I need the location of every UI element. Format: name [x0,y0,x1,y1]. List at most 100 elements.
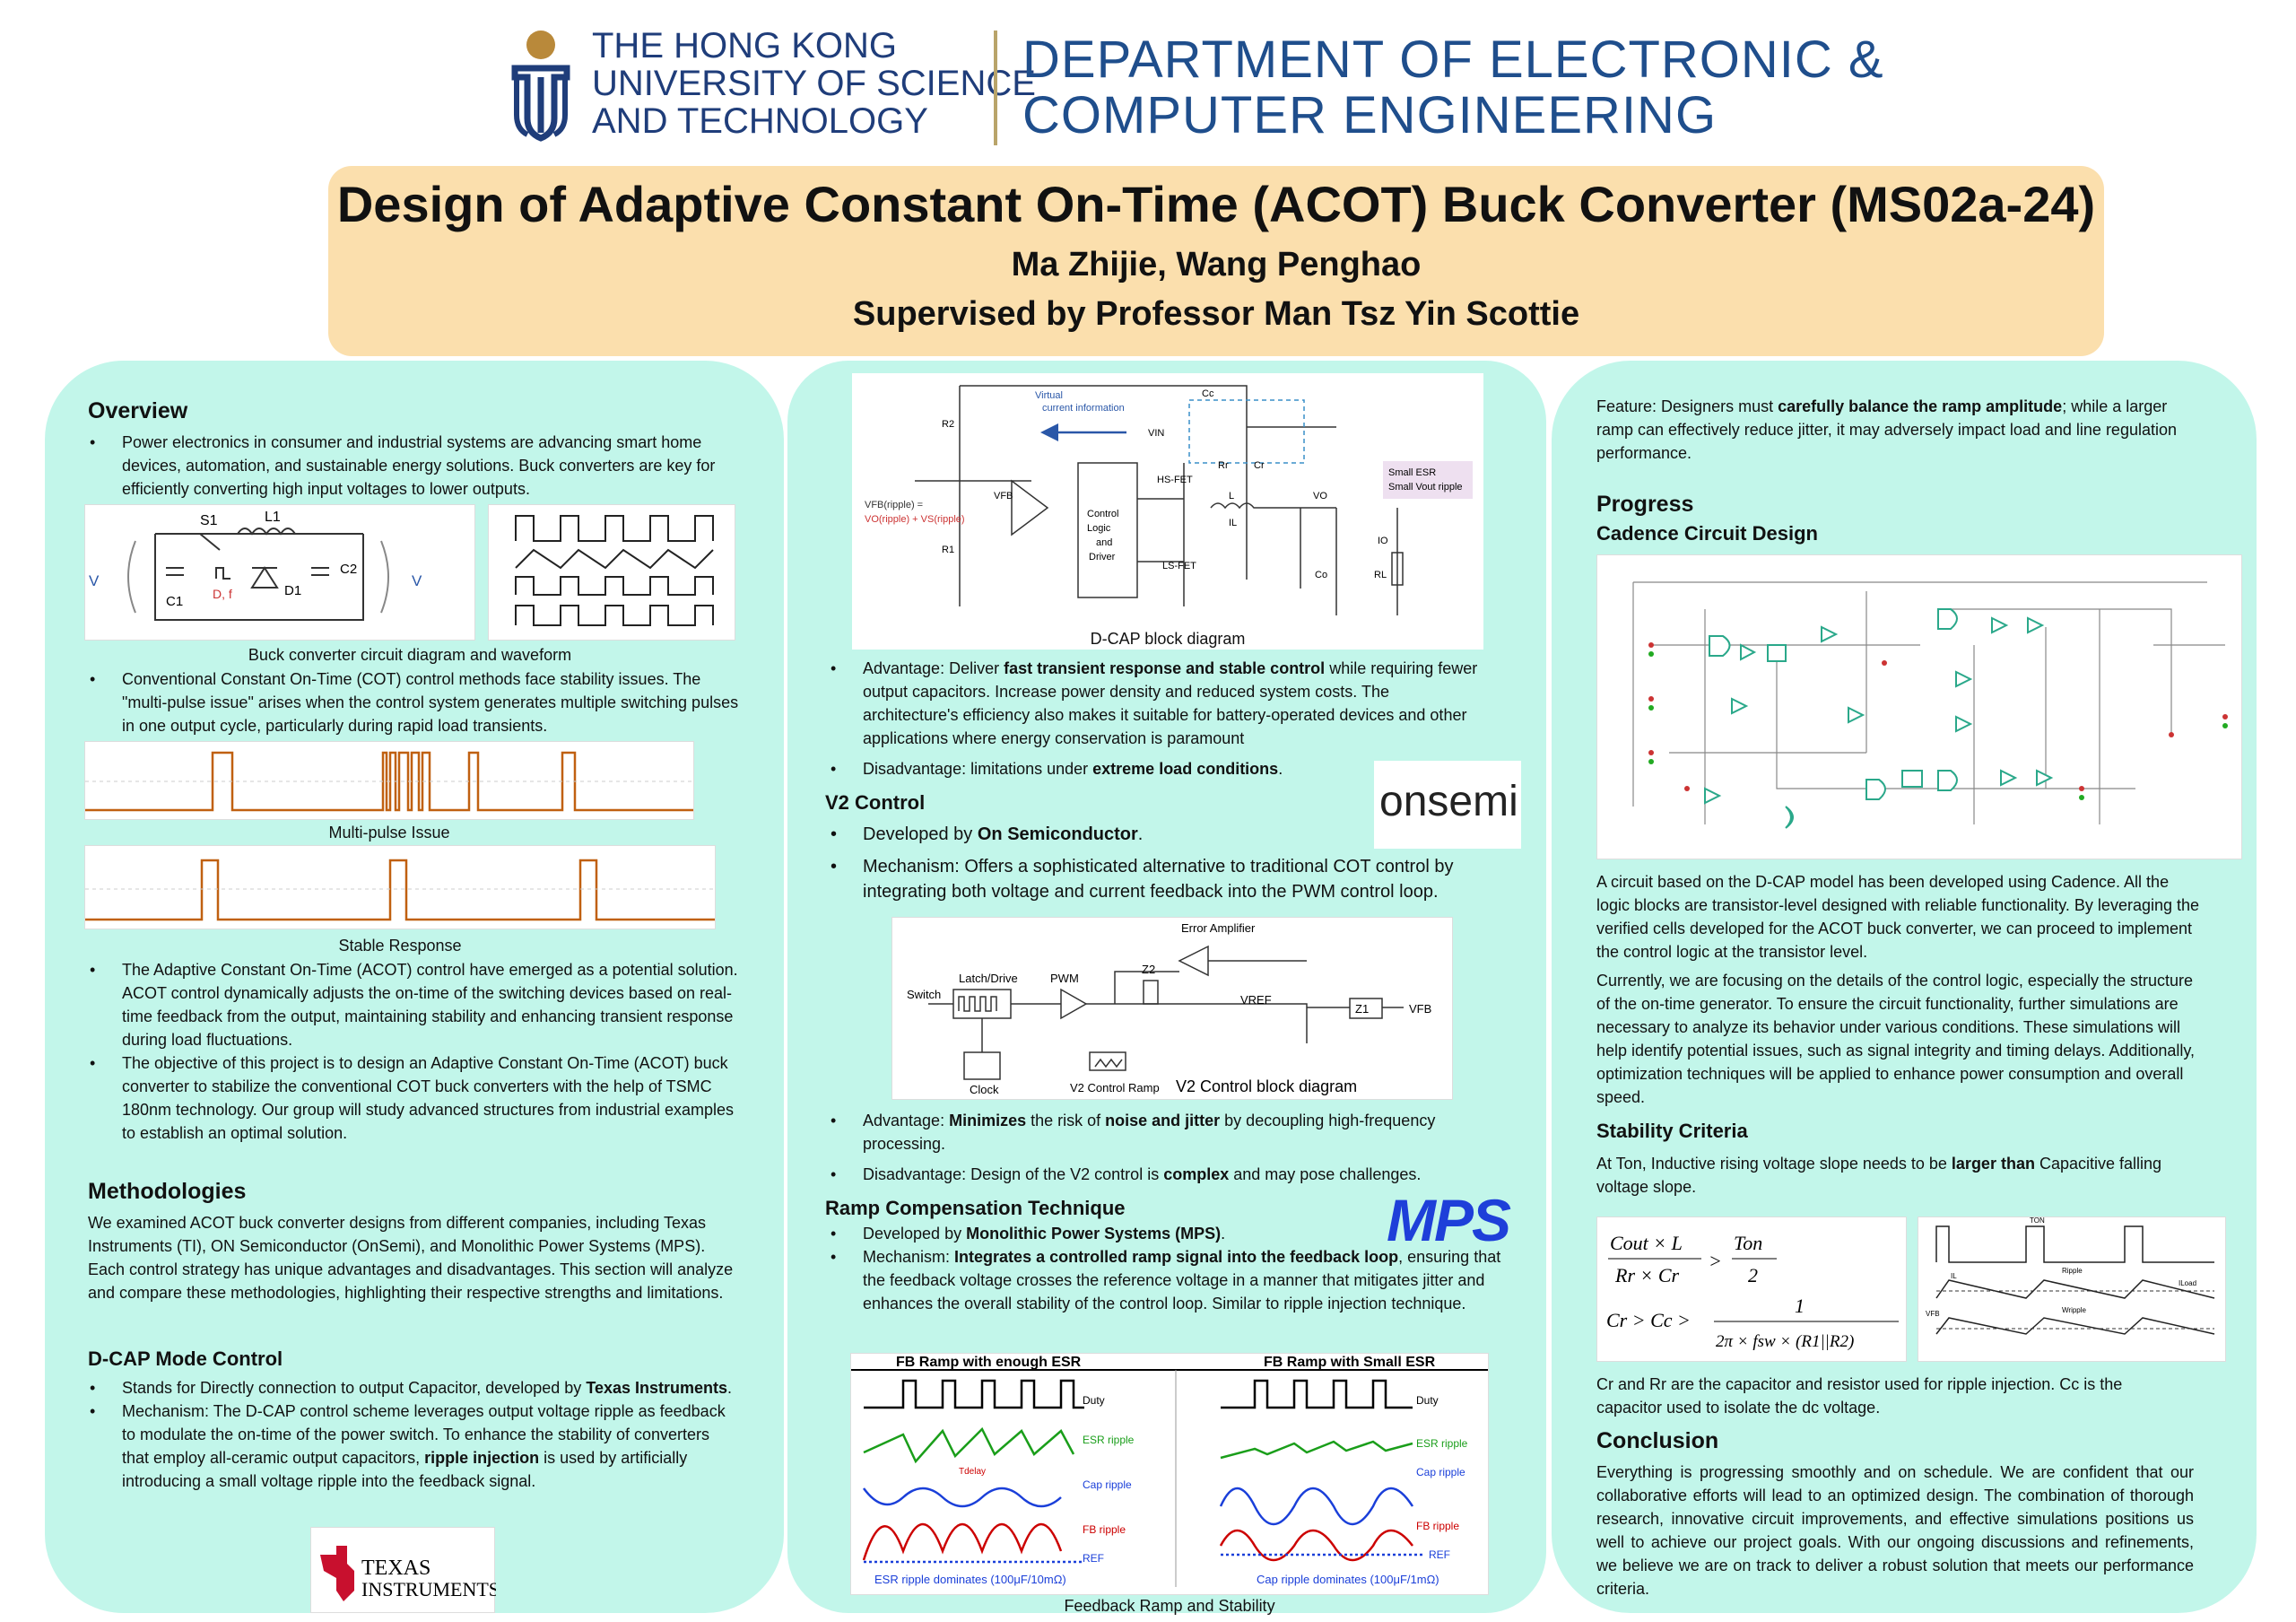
v2-bullet-1: Developed by On Semiconductor. [827,822,1518,847]
svg-text:Cout × L: Cout × L [1610,1232,1683,1254]
cadence-text-2: Currently, we are focusing on the detail… [1596,972,2196,1106]
v2-disadvantage: Disadvantage: Design of the V2 control i… [827,1163,1485,1186]
svg-text:C1: C1 [166,594,183,609]
poster-title: Design of Adaptive Constant On-Time (ACO… [336,176,2096,232]
fig-multi-pulse-caption: Multi-pulse Issue [328,824,450,842]
svg-text:Z2: Z2 [1142,963,1155,976]
svg-text:Clock: Clock [970,1083,999,1096]
svg-text:Ripple: Ripple [2062,1267,2083,1275]
dcap-proscons: Advantage: Deliver fast transient respon… [827,657,1485,780]
svg-text:2: 2 [1748,1264,1758,1286]
svg-text:Small Vout ripple: Small Vout ripple [1388,482,1463,493]
texas-instruments-logo: TEXAS INSTRUMENTS [310,1527,500,1613]
stability-waveform: TON Ripple IL ILoad VFB Wripple [1918,1216,2226,1362]
v2-advantage: Advantage: Minimizes the risk of noise a… [827,1109,1485,1155]
cadence-schematic [1596,554,2242,859]
svg-text:ESR ripple dominates (100μF/10: ESR ripple dominates (100μF/10mΩ) [874,1573,1066,1586]
svg-text:PWM: PWM [1050,972,1079,985]
svg-text:Rr: Rr [1218,460,1229,471]
svg-text:Cr > Cc >: Cr > Cc > [1606,1309,1691,1331]
uni-line-3: AND TECHNOLOGY [592,101,928,141]
svg-text:>: > [1709,1250,1722,1272]
dcap-heading: D-CAP Mode Control [88,1347,283,1370]
svg-text:Z1: Z1 [1355,1002,1369,1016]
svg-text:FB ripple: FB ripple [1083,1523,1126,1536]
svg-text:IL: IL [1229,518,1237,528]
svg-text:FB Ramp with enough ESR: FB Ramp with enough ESR [896,1355,1082,1370]
cadence-text-1: A circuit based on the D-CAP model has b… [1596,873,2200,961]
ramp-heading: Ramp Compensation Technique [825,1197,1126,1219]
fig-buck-caption: Buck converter circuit diagram and wavef… [248,646,572,664]
svg-text:and: and [1096,537,1112,548]
feedback-ramp-figure: FB Ramp with enough ESR FB Ramp with Sma… [850,1353,1489,1595]
svg-text:Tdelay: Tdelay [959,1467,986,1477]
uni-line-1: THE HONG KONG [592,26,898,65]
methodologies-heading: Methodologies [88,1179,247,1204]
overview-list-3: The Adaptive Constant On-Time (ACOT) con… [86,958,750,1145]
v2-list: Developed by On Semiconductor. Mechanism… [827,822,1518,904]
cadence-heading: Cadence Circuit Design [1596,522,1818,545]
v2-proscons: Advantage: Minimizes the risk of noise a… [827,1109,1485,1186]
dcap-block-diagram: Virtual current information R2 R1 Cc Rr … [852,373,1483,650]
ramp-list: Developed by Monolithic Power Systems (M… [827,1222,1518,1315]
svg-text:VFB(ripple) =: VFB(ripple) = [865,500,923,510]
ramp-bullet-2: Mechanism: Integrates a controlled ramp … [827,1245,1518,1315]
svg-text:VREF: VREF [1240,993,1272,1007]
svg-text:RL: RL [1374,570,1387,580]
svg-text:Virtual: Virtual [1035,390,1063,401]
cr-rr-text: Cr and Rr are the capacitor and resistor… [1596,1375,2123,1417]
progress-heading: Progress [1596,492,1694,517]
svg-text:2π × fsw × (R1||R2): 2π × fsw × (R1||R2) [1716,1332,1854,1351]
svg-text:V2 Control block diagram: V2 Control block diagram [1176,1077,1357,1095]
v2-heading: V2 Control [825,791,926,814]
svg-text:VO: VO [1313,491,1327,501]
svg-text:D1: D1 [284,583,301,598]
overview-bullet-4: The objective of this project is to desi… [86,1051,750,1145]
feature-text: Feature: Designers must carefully balanc… [1596,397,2177,462]
svg-text:1: 1 [1795,1295,1805,1317]
svg-text:INSTRUMENTS: INSTRUMENTS [361,1578,496,1600]
svg-text:Control: Control [1087,509,1118,519]
dept-line-1: DEPARTMENT OF ELECTRONIC & [1022,31,1884,89]
ramp-bullet-1: Developed by Monolithic Power Systems (M… [827,1222,1518,1245]
buck-waveform [488,504,735,641]
conclusion-heading: Conclusion [1596,1428,1719,1453]
v2-block-diagram: Error Amplifier Latch/Drive PWM Switch Z… [891,917,1453,1100]
university-name: THE HONG KONG UNIVERSITY OF SCIENCE AND … [592,27,1036,140]
svg-text:Wripple: Wripple [2062,1306,2087,1314]
svg-text:ESR ripple: ESR ripple [1083,1434,1135,1446]
svg-text:Co: Co [1315,570,1327,580]
svg-text:Cap ripple dominates (100μF/1m: Cap ripple dominates (100μF/1mΩ) [1257,1573,1439,1586]
svg-text:IO: IO [1378,536,1388,546]
dcap-list: Stands for Directly connection to output… [86,1376,741,1493]
department-name: DEPARTMENT OF ELECTRONIC & COMPUTER ENGI… [1022,32,1884,144]
svg-text:L1: L1 [265,510,281,525]
svg-text:D, f: D, f [213,587,232,601]
svg-text:R2: R2 [942,419,954,430]
svg-text:TEXAS: TEXAS [361,1557,430,1580]
svg-text:Switch: Switch [907,988,941,1001]
header-divider [994,31,997,145]
svg-text:Error Amplifier: Error Amplifier [1181,921,1256,935]
overview-list-2: Conventional Constant On-Time (COT) cont… [86,667,741,737]
dcap-diagram-caption: D-CAP block diagram [1090,630,1246,648]
svg-text:ESR ripple: ESR ripple [1416,1437,1468,1450]
overview-list-1: Power electronics in consumer and indust… [86,431,741,501]
svg-text:current information: current information [1042,403,1125,414]
svg-text:VFB: VFB [1409,1002,1431,1016]
svg-text:Cap ripple: Cap ripple [1416,1466,1465,1478]
svg-text:Duty: Duty [1416,1394,1439,1407]
v2-bullet-2: Mechanism: Offers a sophisticated altern… [827,854,1518,904]
authors: Ma Zhijie, Wang Penghao [1011,246,1422,283]
fig-stable-caption: Stable Response [338,937,462,955]
stable-response-waveform [84,845,716,929]
svg-text:LS-FET: LS-FET [1162,561,1196,571]
svg-text:Cr: Cr [1254,460,1265,471]
svg-text:Duty: Duty [1083,1394,1105,1407]
ramp-figure-caption: Feedback Ramp and Stability [1064,1597,1275,1615]
svg-text:S1: S1 [200,513,218,528]
buck-circuit-diagram: S1 L1 C1 D, f D1 C2 V V [84,504,475,641]
svg-text:Logic: Logic [1087,523,1111,534]
title-box: Design of Adaptive Constant On-Time (ACO… [328,166,2104,356]
svg-text:VFB: VFB [994,491,1013,501]
